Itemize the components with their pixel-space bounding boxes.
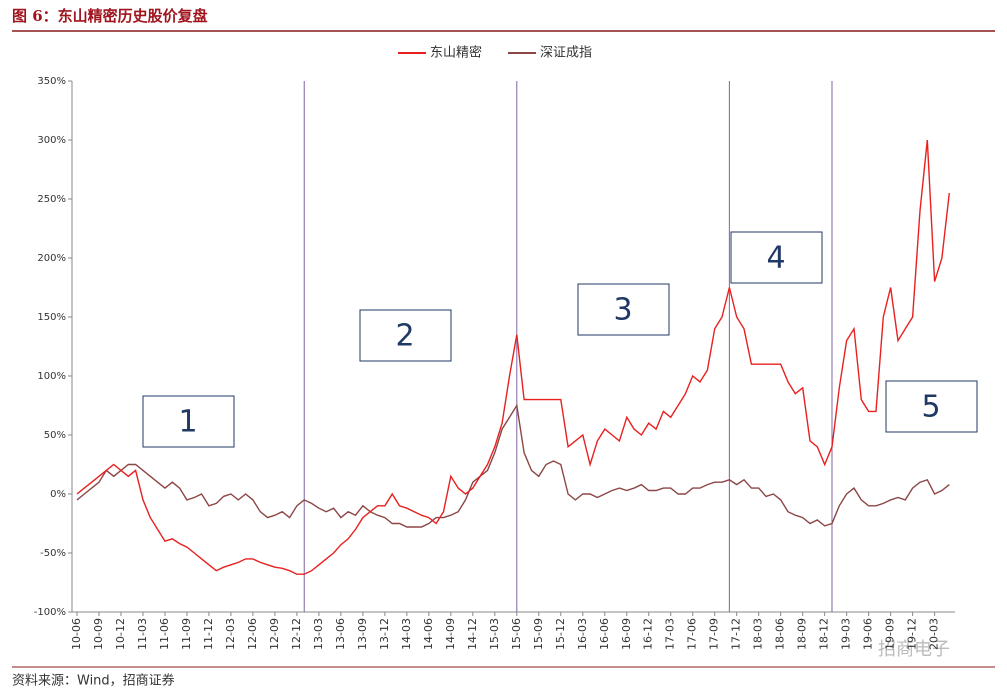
x-tick-label: 16-12 <box>642 618 655 650</box>
x-tick-label: 11-12 <box>202 618 215 650</box>
x-tick-label: 17-09 <box>708 618 721 650</box>
y-tick-label: 50% <box>44 430 66 441</box>
x-tick-label: 12-12 <box>290 618 303 650</box>
x-tick-label: 14-12 <box>466 618 479 650</box>
x-tick-label: 11-06 <box>158 618 171 650</box>
y-tick-label: 0% <box>50 489 66 500</box>
legend-label: 深证成指 <box>540 46 592 61</box>
x-tick-label: 15-06 <box>510 618 523 650</box>
y-tick-label: 200% <box>37 253 66 264</box>
y-tick-label: 250% <box>37 194 66 205</box>
x-tick-label: 12-03 <box>224 618 237 650</box>
series-line <box>76 403 950 528</box>
annotation-box <box>885 380 978 433</box>
x-tick-label: 13-12 <box>378 618 391 650</box>
x-tick-label: 16-09 <box>620 618 633 650</box>
legend-label: 东山精密 <box>430 45 482 61</box>
x-tick-label: 14-09 <box>444 618 457 650</box>
x-tick-label: 13-03 <box>312 618 325 650</box>
x-tick-label: 14-06 <box>422 618 435 650</box>
x-tick-label: 12-06 <box>246 618 259 650</box>
annotation-box <box>359 309 452 362</box>
y-tick-label: -50% <box>40 548 66 559</box>
x-tick-label: 18-06 <box>774 618 787 650</box>
source: 资料来源：Wind，招商证券 <box>12 673 175 689</box>
x-tick-label: 20-03 <box>928 618 941 650</box>
x-tick-label: 10-06 <box>70 618 83 650</box>
x-tick-label: 13-09 <box>356 618 369 650</box>
y-tick-label: 150% <box>37 312 66 323</box>
x-tick-label: 10-12 <box>114 618 127 650</box>
x-tick-label: 15-03 <box>488 618 501 650</box>
y-tick-label: 350% <box>37 76 66 87</box>
x-tick-label: 17-06 <box>686 618 699 650</box>
annotation-box <box>577 283 670 336</box>
figure-title: 图 6：东山精密历史股价复盘 <box>12 7 208 25</box>
x-tick-label: 17-12 <box>730 618 743 650</box>
x-tick-label: 11-09 <box>180 618 193 650</box>
annotation-label: 2 <box>395 319 414 354</box>
series-line <box>76 139 950 575</box>
watermark: 招商电子 <box>878 639 950 660</box>
x-tick-label: 10-09 <box>92 618 105 650</box>
x-tick-label: 18-09 <box>796 618 809 650</box>
x-tick-label: 19-06 <box>862 618 875 650</box>
x-tick-label: 11-03 <box>136 618 149 650</box>
x-tick-label: 12-09 <box>268 618 281 650</box>
y-tick-label: -100% <box>34 607 66 618</box>
x-tick-label: 18-03 <box>752 618 765 650</box>
x-tick-label: 19-09 <box>884 618 897 650</box>
x-tick-label: 13-06 <box>334 618 347 650</box>
x-tick-label: 17-03 <box>664 618 677 650</box>
x-tick-label: 15-09 <box>532 618 545 650</box>
x-tick-label: 15-12 <box>554 618 567 650</box>
x-tick-label: 14-03 <box>400 618 413 650</box>
x-tick-label: 16-03 <box>576 618 589 650</box>
x-tick-label: 16-06 <box>598 618 611 650</box>
annotation-label: 5 <box>921 390 940 425</box>
annotation-box <box>730 231 823 284</box>
x-tick-label: 19-03 <box>840 618 853 650</box>
y-tick-label: 100% <box>37 371 66 382</box>
annotation-label: 3 <box>613 293 632 328</box>
annotation-label: 1 <box>178 405 197 440</box>
x-tick-label: 19-12 <box>906 618 919 650</box>
annotation-label: 4 <box>766 241 785 276</box>
x-tick-label: 18-12 <box>818 618 831 650</box>
annotation-box <box>142 395 235 448</box>
y-tick-label: 300% <box>37 135 66 146</box>
